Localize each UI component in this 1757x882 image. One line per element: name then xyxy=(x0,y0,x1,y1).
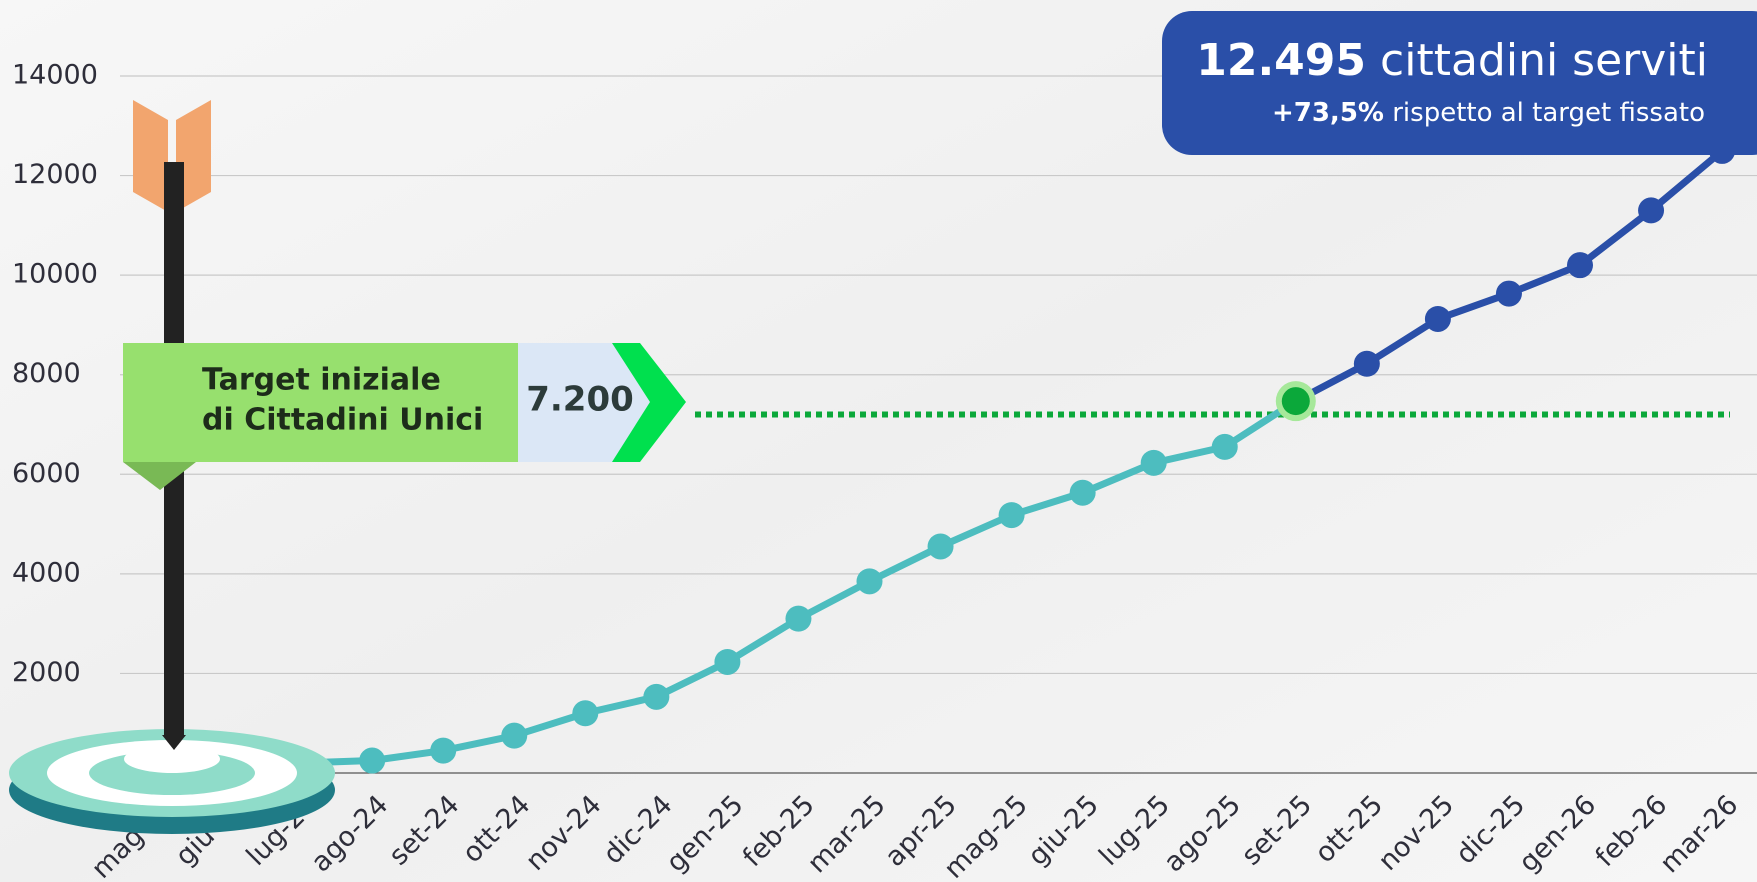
point xyxy=(928,533,954,559)
y-tick-label: 2000 xyxy=(12,657,81,688)
callout-sub: +73,5% rispetto al target fissato xyxy=(1272,98,1705,128)
callout-text: cittadini serviti xyxy=(1380,35,1708,86)
point xyxy=(1567,252,1593,278)
point xyxy=(1425,306,1451,332)
y-tick-label: 8000 xyxy=(12,358,81,389)
y-tick-label: 4000 xyxy=(12,557,81,588)
point xyxy=(1638,197,1664,223)
chart: 2000400060008000100001200014000mag-24giu… xyxy=(0,0,1757,882)
point xyxy=(999,502,1025,528)
point xyxy=(1282,387,1310,415)
point xyxy=(1496,281,1522,307)
point xyxy=(430,738,456,764)
point xyxy=(1354,351,1380,377)
target-value: 7.200 xyxy=(526,380,634,420)
y-tick-label: 14000 xyxy=(12,60,98,91)
point xyxy=(501,723,527,749)
y-tick-label: 10000 xyxy=(12,259,98,290)
target-title: Target iniziale xyxy=(202,363,441,398)
point xyxy=(1141,450,1167,476)
point xyxy=(1070,480,1096,506)
callout-value: 12.495 xyxy=(1196,35,1366,86)
target-title: di Cittadini Unici xyxy=(202,403,483,438)
point xyxy=(1212,434,1238,460)
point xyxy=(785,606,811,632)
point xyxy=(572,700,598,726)
y-tick-label: 12000 xyxy=(12,159,98,190)
callout-change: +73,5% xyxy=(1272,98,1384,128)
callout-title: 12.495 cittadini serviti xyxy=(1196,35,1708,86)
point xyxy=(359,748,385,774)
callout-change-text: rispetto al target fissato xyxy=(1392,98,1705,128)
point xyxy=(857,568,883,594)
point xyxy=(643,684,669,710)
point xyxy=(714,649,740,675)
y-tick-label: 6000 xyxy=(12,458,81,489)
